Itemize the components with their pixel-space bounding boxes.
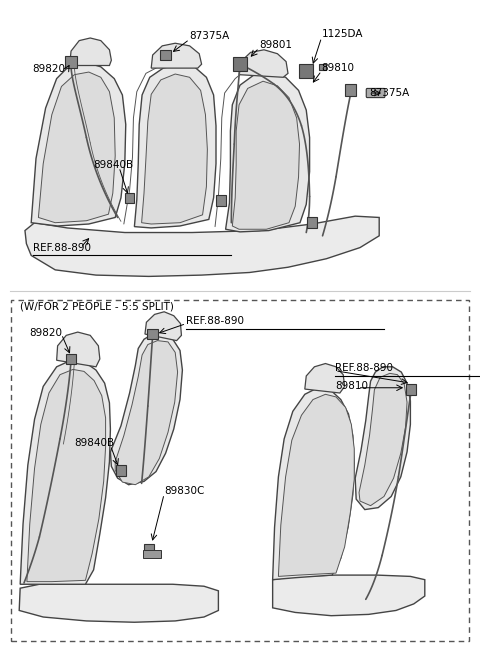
Bar [143, 550, 161, 558]
Polygon shape [142, 74, 207, 224]
Text: 89840B: 89840B [74, 438, 115, 448]
Polygon shape [305, 364, 345, 393]
Polygon shape [19, 584, 218, 622]
Polygon shape [115, 341, 178, 485]
Polygon shape [110, 334, 182, 485]
Polygon shape [134, 64, 216, 228]
FancyBboxPatch shape [366, 88, 385, 98]
Bar [66, 354, 76, 364]
Text: 1125DA: 1125DA [322, 29, 363, 39]
Polygon shape [70, 38, 111, 66]
Polygon shape [145, 312, 181, 341]
Text: 89820: 89820 [33, 64, 66, 74]
Polygon shape [239, 50, 288, 77]
Text: REF.88-890: REF.88-890 [186, 316, 244, 326]
Text: 89840B: 89840B [94, 160, 134, 170]
Bar [160, 50, 171, 60]
Polygon shape [31, 62, 126, 226]
Polygon shape [57, 332, 100, 367]
Text: 89810: 89810 [322, 63, 355, 73]
Bar [11, 300, 469, 641]
Text: 87375A: 87375A [190, 31, 230, 41]
Bar [319, 64, 326, 70]
Bar [65, 56, 77, 68]
Polygon shape [359, 373, 407, 506]
Text: REF.88-890: REF.88-890 [335, 363, 393, 373]
Bar [216, 195, 226, 206]
Bar [125, 193, 134, 203]
Polygon shape [226, 72, 310, 232]
Text: 89830C: 89830C [164, 486, 204, 496]
Bar [233, 57, 247, 71]
Polygon shape [25, 216, 379, 276]
Polygon shape [273, 575, 425, 616]
Polygon shape [273, 388, 354, 580]
Bar [147, 329, 158, 339]
Bar [116, 465, 126, 476]
Text: 87375A: 87375A [370, 88, 410, 98]
Polygon shape [20, 360, 110, 584]
Bar [406, 384, 416, 395]
Bar [345, 84, 356, 96]
Text: REF.88-890: REF.88-890 [33, 242, 91, 253]
Text: (W/FOR 2 PEOPLE - 5:5 SPLIT): (W/FOR 2 PEOPLE - 5:5 SPLIT) [20, 301, 174, 312]
Polygon shape [38, 72, 115, 223]
Bar [307, 217, 317, 228]
Text: 89801: 89801 [259, 39, 292, 50]
Polygon shape [151, 43, 202, 68]
Polygon shape [27, 369, 106, 582]
Text: 89820: 89820 [29, 328, 62, 338]
Bar [299, 64, 313, 78]
Bar [144, 544, 154, 554]
Polygon shape [355, 367, 410, 510]
Text: 89810: 89810 [335, 381, 368, 392]
Polygon shape [278, 394, 354, 576]
Polygon shape [232, 81, 300, 229]
